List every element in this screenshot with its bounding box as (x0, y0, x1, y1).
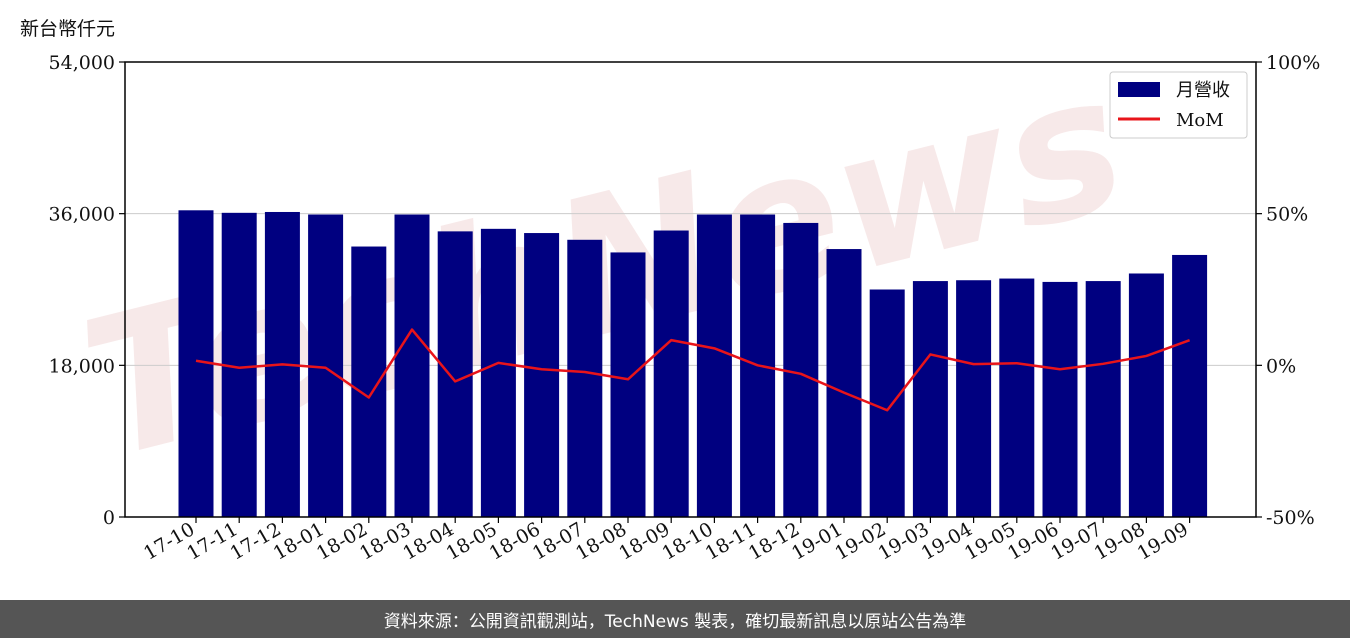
bar (696, 214, 732, 517)
y-left-tick-label: 54,000 (49, 52, 115, 74)
bar (1042, 281, 1078, 517)
y-left-tick-label: 0 (103, 507, 115, 529)
bar (610, 252, 646, 518)
y-left-tick-label: 36,000 (49, 204, 115, 226)
bar (1085, 281, 1121, 517)
bar (437, 231, 473, 517)
bar (956, 280, 992, 517)
y-right-tick-label: 100% (1266, 52, 1320, 74)
chart: TechNews 0 18,000 36,000 54,000 -50% 0% 50% 100%… (49, 31, 1321, 565)
bar (869, 289, 905, 517)
y-right-tick-label: 0% (1266, 355, 1296, 377)
bar (1172, 254, 1208, 517)
y-right-tick-label: -50% (1266, 507, 1315, 529)
bar (653, 230, 689, 517)
bar (912, 281, 948, 517)
x-tick-label: 19-09 (1134, 518, 1192, 564)
bar (524, 233, 560, 517)
bar (394, 214, 430, 517)
bar (1128, 273, 1164, 517)
bar (826, 249, 862, 518)
bar (480, 228, 516, 518)
bar (351, 246, 387, 517)
mom-line (195, 328, 1191, 412)
legend-label-mom: MoM (1176, 110, 1224, 131)
legend-label-revenue: 月營收 (1176, 80, 1230, 101)
footer-text: 資料來源：公開資訊觀測站，TechNews 製表，確切最新訊息以原站公告為準 (383, 611, 967, 632)
bar (567, 239, 603, 517)
plot-frame (124, 61, 1257, 518)
legend-bar-swatch (1118, 82, 1160, 97)
chart-svg: TechNews018,00036,00054,000-50%0%50%100%… (49, 31, 1321, 565)
bar (783, 222, 819, 517)
bar (999, 278, 1035, 517)
source-footer: 資料來源：公開資訊觀測站，TechNews 製表，確切最新訊息以原站公告為準 (0, 600, 1350, 638)
y-axis-unit-label: 新台幣仟元 (20, 18, 116, 40)
y-right-tick-label: 50% (1266, 204, 1308, 226)
y-left-tick-label: 18,000 (49, 355, 115, 377)
